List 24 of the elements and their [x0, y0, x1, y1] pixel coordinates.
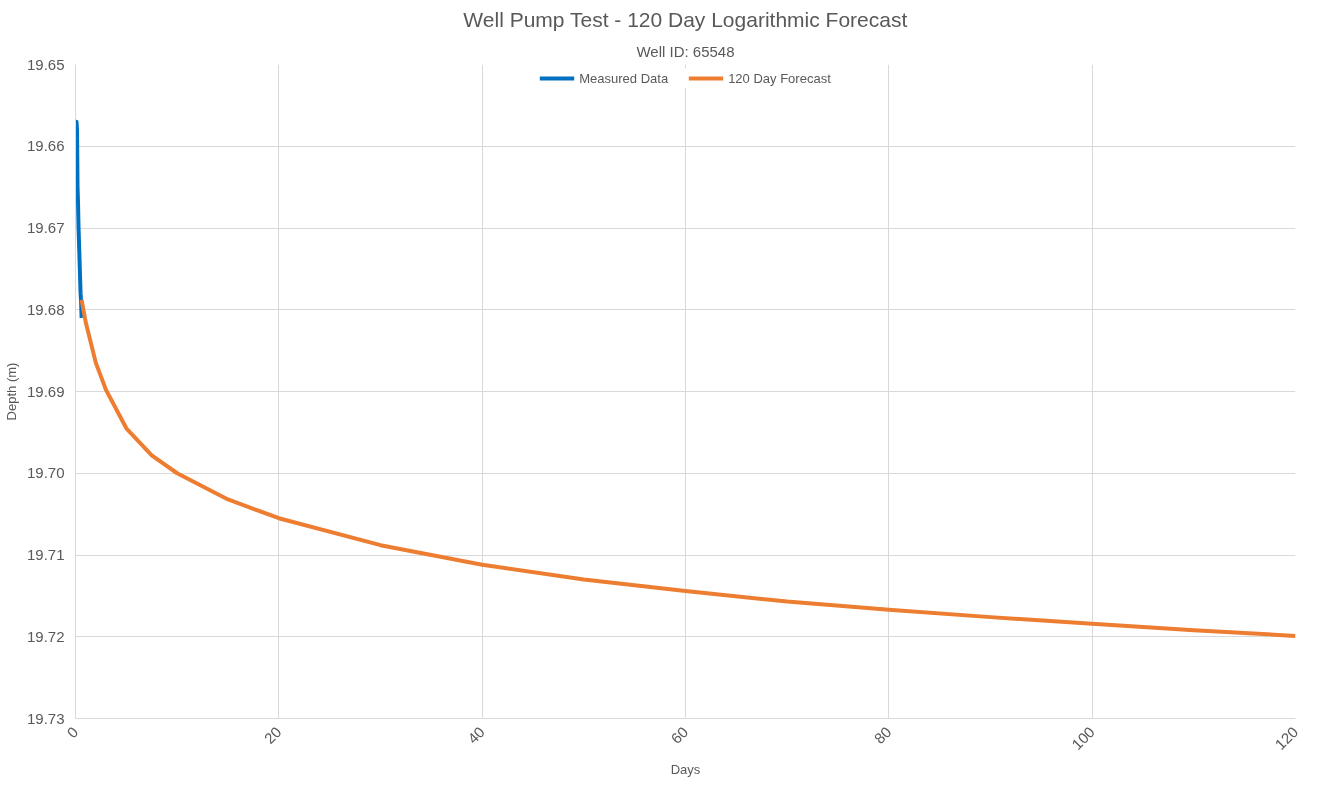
x-tick-label: 80	[870, 723, 895, 747]
chart-title: Well Pump Test - 120 Day Logarithmic Forecast	[463, 7, 908, 31]
legend-label: Measured Data	[579, 70, 669, 86]
y-tick-label: 19.73	[26, 709, 65, 727]
y-tick-label: 19.65	[26, 55, 65, 73]
x-tick-label: 40	[464, 723, 488, 747]
line-series	[75, 119, 84, 320]
y-tick-label: 19.68	[26, 300, 65, 318]
y-tick-label: 19.70	[26, 464, 65, 482]
x-tick-label: 60	[667, 723, 692, 747]
legend-label: 120 Day Forecast	[728, 70, 831, 86]
y-tick-label: 19.66	[26, 137, 65, 155]
x-tick-label: 100	[1068, 723, 1098, 753]
x-tick-label: 20	[260, 723, 285, 747]
chart-subtitle: Well ID: 65548	[636, 42, 735, 60]
y-tick-label: 19.69	[26, 382, 65, 400]
x-tick-label: 120	[1271, 723, 1302, 753]
y-tick-label: 19.67	[26, 219, 65, 236]
y-tick-label: 19.72	[26, 627, 65, 645]
line-series	[79, 297, 1296, 638]
y-axis-title: Depth (m)	[3, 362, 19, 421]
x-axis-title: Days	[670, 762, 701, 778]
y-tick-label: 19.71	[26, 546, 65, 563]
x-tick-label: 0	[63, 723, 82, 742]
